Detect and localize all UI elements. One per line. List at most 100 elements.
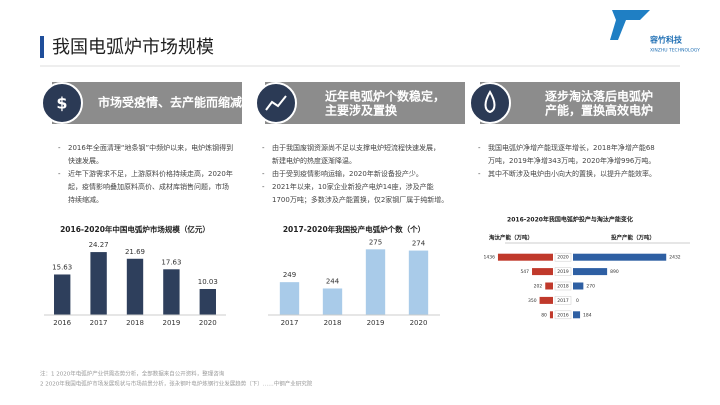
category-label: 2020 bbox=[557, 255, 569, 261]
bar bbox=[497, 253, 553, 261]
logo-sub: XINZHU TECHNOLOGY bbox=[650, 48, 700, 54]
category-label: 2017 bbox=[557, 298, 569, 304]
value-label: 10.03 bbox=[198, 278, 218, 286]
bar bbox=[199, 288, 216, 315]
x-tick-label: 2018 bbox=[126, 319, 144, 327]
bullet-dot: - bbox=[262, 183, 265, 191]
category-box bbox=[554, 296, 572, 305]
logo-mark bbox=[610, 10, 650, 40]
chart-title: 2016-2020年我国电弧炉投产与淘汰产能变化 bbox=[507, 216, 633, 224]
category-box bbox=[554, 310, 572, 320]
value-label: 244 bbox=[326, 277, 340, 285]
footnote: 注：1 2020年电弧炉产业供需态势分析，全部数据来自公开资料，整理咨询 bbox=[40, 370, 225, 378]
value-label: 890 bbox=[610, 269, 619, 275]
bar bbox=[90, 252, 107, 315]
bar bbox=[54, 274, 71, 315]
header-box bbox=[480, 82, 680, 124]
header-text: 近年电弧炉个数稳定， bbox=[325, 89, 445, 104]
logo: 容竹科技 XINZHU TECHNOLOGY bbox=[610, 10, 700, 54]
x-tick-label: 2019 bbox=[162, 319, 180, 327]
header-text: 逐步淘汰落后电弧炉 bbox=[545, 89, 653, 104]
bar bbox=[163, 269, 180, 315]
value-label: 1436 bbox=[484, 255, 496, 261]
x-tick-label: 2017 bbox=[281, 319, 299, 327]
bar bbox=[539, 296, 553, 304]
bar bbox=[532, 268, 553, 276]
x-tick-label: 2018 bbox=[324, 319, 342, 327]
category-box bbox=[554, 252, 572, 262]
charts: 2016-2020年中国电弧炉市场规模（亿元） 15.63 2016 24.27 201… bbox=[44, 216, 690, 327]
category-box bbox=[554, 267, 572, 276]
panel-header: $ 市场受疫情、去产能而缩减 bbox=[41, 82, 242, 124]
value-label: 21.69 bbox=[125, 248, 145, 256]
value-label: 184 bbox=[583, 312, 592, 318]
bullet-text: 2021年以来，10家企业新投产电炉14座，涉及产能 bbox=[272, 182, 434, 191]
category-label: 2016 bbox=[557, 312, 569, 318]
panel-header: 近年电弧炉个数稳定， 主要涉及置换 bbox=[255, 82, 465, 124]
bullet-dot: - bbox=[58, 144, 61, 152]
x-tick-label: 2019 bbox=[367, 319, 385, 327]
bullet-text: 近年下游需求不足，上游原料价格持续走高，2020年 bbox=[68, 169, 233, 178]
chart-title: 2016-2020年中国电弧炉市场规模（亿元） bbox=[60, 224, 210, 234]
panel-header: 逐步淘汰落后电弧炉 产能，置换高效电炉 bbox=[469, 82, 680, 124]
bar bbox=[573, 253, 667, 261]
value-label: 2432 bbox=[669, 255, 681, 261]
x-tick-label: 2016 bbox=[53, 319, 71, 327]
legend-label: 投产产能（万吨） bbox=[611, 234, 655, 242]
icon-glyph bbox=[265, 95, 287, 111]
bullet-text: 由于受到疫情影响运输，2020年新设备投产少。 bbox=[272, 169, 423, 178]
bar bbox=[549, 311, 553, 319]
bar bbox=[322, 288, 343, 315]
value-label: 249 bbox=[283, 271, 296, 279]
bullet-text: 由于我国废钢资源尚不足以支撑电炉短流程快速发展， bbox=[272, 143, 440, 152]
header-icon bbox=[41, 82, 83, 124]
chart-title: 2017-2020年我国投产电弧炉个数（个） bbox=[283, 224, 425, 234]
header-text: 主要涉及置换 bbox=[325, 103, 398, 118]
slide-title: 我国电弧炉市场规模 bbox=[52, 37, 214, 58]
header-box bbox=[52, 82, 242, 124]
bullet-text: 新建电炉的热度逐渐降温。 bbox=[272, 156, 356, 165]
logo-name: 容竹科技 bbox=[649, 35, 683, 45]
value-label: 274 bbox=[412, 240, 426, 248]
value-label: 0 bbox=[576, 298, 579, 304]
bullet-text: 其中不断涉及电炉由小向大的置换，以提升产能效率。 bbox=[488, 169, 656, 178]
bullet-text: 我国电弧炉净增产能现逐年增长，2018年净增产能68 bbox=[488, 143, 655, 152]
bullet-text: 万吨，2019年净增343万吨，2020年净增996万吨。 bbox=[488, 156, 655, 165]
value-label: 275 bbox=[369, 238, 382, 246]
x-tick-label: 2020 bbox=[199, 319, 217, 327]
value-label: 17.63 bbox=[161, 258, 181, 266]
x-tick-label: 2017 bbox=[90, 319, 108, 327]
bullet-text: 持续缩减。 bbox=[68, 195, 103, 204]
value-label: 350 bbox=[528, 298, 537, 304]
category-label: 2018 bbox=[557, 284, 569, 290]
bullet-text: 起，疫情影响叠加原料高价、成材库销售问题，市场 bbox=[68, 182, 229, 191]
header-box bbox=[265, 82, 465, 124]
bullet-text: 快速发展。 bbox=[68, 156, 103, 165]
bullet-dot: - bbox=[478, 144, 481, 152]
footnote: 2 2020年我国电弧炉市场发展现状与市场前景分析，张永钢叶电炉炼钢行业发展趋势… bbox=[40, 380, 313, 388]
bullet-dot: - bbox=[262, 144, 265, 152]
bar bbox=[573, 311, 581, 319]
legend-label: 淘汰产能（万吨） bbox=[489, 234, 533, 242]
icon-glyph bbox=[484, 90, 496, 114]
bullet-text: 1700万吨；多数涉及产能置换，仅2家钢厂属于纯新增。 bbox=[272, 195, 448, 204]
bullet-dot: - bbox=[478, 170, 481, 178]
bar bbox=[573, 268, 608, 276]
bar bbox=[545, 282, 553, 290]
bullet-text: 2016年全面清理“地条钢”中频炉以来，电炉炼钢得到 bbox=[68, 143, 233, 152]
bullet-dot: - bbox=[262, 170, 265, 178]
bar bbox=[126, 258, 144, 315]
header-text: 产能，置换高效电炉 bbox=[545, 103, 653, 118]
title-accent bbox=[40, 36, 44, 58]
bar bbox=[365, 249, 386, 315]
bar bbox=[573, 282, 584, 290]
header-text: 市场受疫情、去产能而缩减 bbox=[98, 95, 242, 110]
header-icon bbox=[469, 82, 511, 124]
bullet-dot: - bbox=[58, 170, 61, 178]
value-label: 24.27 bbox=[89, 241, 109, 249]
value-label: 202 bbox=[534, 284, 543, 290]
value-label: 80 bbox=[541, 312, 547, 318]
bar bbox=[279, 282, 300, 315]
